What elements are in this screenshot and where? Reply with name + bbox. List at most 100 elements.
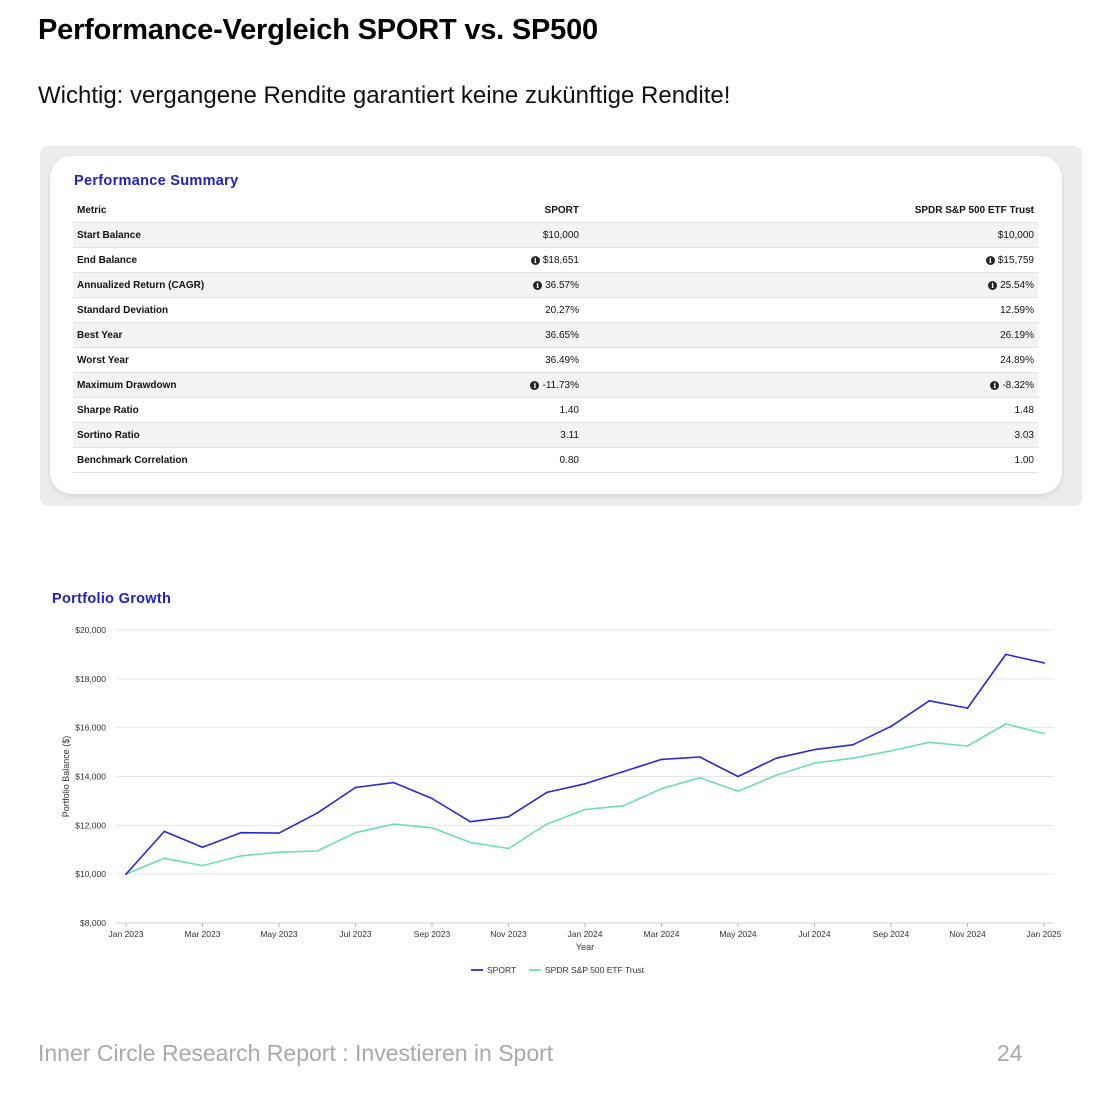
info-circle-icon[interactable]: i — [530, 380, 540, 390]
legend-label: SPDR S&P 500 ETF Trust — [545, 965, 645, 975]
metric-value: $18,651 — [542, 254, 579, 266]
x-tick-label: Sep 2023 — [414, 929, 451, 939]
metric-value: 3.11 — [560, 429, 579, 441]
metric-label: Sharpe Ratio — [77, 404, 139, 416]
metric-value: 3.03 — [1014, 429, 1034, 441]
metric-value: 1.48 — [1014, 404, 1034, 416]
x-tick-label: Jul 2023 — [339, 929, 371, 939]
spy-value-cell: $10,000 — [583, 222, 1038, 248]
page-subtitle: Wichtig: vergangene Rendite garantiert k… — [38, 82, 731, 109]
info-circle-icon[interactable]: i — [990, 380, 1000, 390]
metric-value: 1.40 — [559, 404, 579, 416]
data-point — [1043, 662, 1045, 664]
metric-value: -11.73% — [542, 379, 579, 391]
data-point — [1004, 653, 1007, 656]
spy-value-cell: 12.59% — [583, 297, 1038, 323]
metric-value: 20.27% — [545, 304, 579, 316]
data-point — [201, 846, 204, 849]
data-point — [622, 770, 625, 773]
metric-value: 12.59% — [1000, 304, 1034, 316]
data-point — [775, 774, 778, 777]
x-tick-label: Mar 2024 — [644, 929, 680, 939]
table-row: Worst Year 36.49% 24.89% — [73, 347, 1038, 373]
data-point — [239, 854, 242, 857]
data-point — [851, 757, 854, 760]
data-point — [660, 758, 663, 761]
spy-value-cell: 24.89% — [583, 347, 1038, 373]
spy-value-cell: 1.00 — [583, 447, 1038, 473]
legend-label: SPORT — [487, 965, 516, 975]
y-tick-label: $8,000 — [80, 918, 106, 928]
sport-value-cell: 36.65% — [381, 322, 583, 348]
info-circle-icon[interactable]: i — [530, 255, 540, 265]
data-point — [890, 749, 892, 752]
spy-value-cell: i 25.54% — [583, 272, 1038, 298]
data-point — [354, 831, 357, 834]
x-tick-label: Mar 2023 — [185, 929, 221, 939]
data-point — [469, 820, 472, 823]
data-point — [851, 743, 854, 746]
metric-value: 26.19% — [1000, 329, 1034, 341]
metric-value: $10,000 — [542, 229, 579, 241]
metric-value: 36.57% — [545, 279, 579, 291]
data-point — [698, 756, 701, 758]
metric-cell: End Balance — [73, 247, 381, 273]
data-point — [890, 725, 892, 728]
metric-value: 0.80 — [559, 454, 579, 466]
data-point — [278, 832, 280, 835]
sport-value-cell: 1.40 — [381, 397, 583, 423]
info-circle-icon[interactable]: i — [985, 255, 995, 265]
data-point — [125, 873, 127, 876]
table-row: Sortino Ratio 3.11 3.03 — [73, 422, 1038, 448]
sport-value-cell: i 36.57% — [381, 272, 583, 298]
metric-cell: Benchmark Correlation — [73, 447, 381, 473]
performance-summary-title: Performance Summary — [74, 173, 239, 189]
data-point — [584, 782, 586, 785]
metric-value: 24.89% — [1000, 354, 1034, 366]
metric-value: 1.00 — [1014, 454, 1034, 466]
table-row: End Balance i $18,651 i $15,759 — [73, 247, 1038, 273]
column-header-spy: SPDR S&P 500 ETF Trust — [583, 198, 1038, 223]
spy-value-cell: 26.19% — [583, 322, 1038, 348]
metric-label: Benchmark Correlation — [77, 454, 188, 466]
x-axis-title: Year — [576, 942, 594, 952]
table-row: Maximum Drawdown i -11.73% i -8.32% — [73, 372, 1038, 398]
data-point — [966, 745, 969, 747]
x-tick-label: Jul 2024 — [798, 929, 830, 939]
data-point — [201, 864, 204, 867]
metric-cell: Best Year — [73, 322, 381, 348]
metric-cell: Worst Year — [73, 347, 381, 373]
x-tick-label: Jan 2025 — [1027, 929, 1062, 939]
metric-label: Worst Year — [77, 354, 129, 366]
performance-summary-table: Metric SPORT SPDR S&P 500 ETF Trust Star… — [73, 198, 1038, 473]
data-point — [584, 808, 586, 811]
data-point — [239, 831, 242, 834]
data-point — [431, 826, 433, 829]
y-tick-label: $16,000 — [75, 723, 106, 733]
metric-cell: Annualized Return (CAGR) — [73, 272, 381, 298]
data-point — [1004, 723, 1007, 725]
info-circle-icon[interactable]: i — [988, 280, 998, 290]
y-tick-label: $12,000 — [75, 820, 106, 830]
column-header-metric: Metric — [73, 198, 381, 223]
data-point — [316, 812, 319, 815]
table-row: Annualized Return (CAGR) i 36.57% i 25.54% — [73, 272, 1038, 298]
table-row: Sharpe Ratio 1.40 1.48 — [73, 397, 1038, 423]
x-tick-label: May 2024 — [719, 929, 757, 939]
data-point — [163, 857, 166, 860]
sport-value-cell: 20.27% — [381, 297, 583, 323]
metric-cell: Maximum Drawdown — [73, 372, 381, 398]
y-tick-label: $20,000 — [75, 625, 106, 635]
info-circle-icon[interactable]: i — [533, 280, 543, 290]
column-header-sport: SPORT — [381, 198, 583, 223]
table-row: Start Balance $10,000 $10,000 — [73, 222, 1038, 248]
metric-cell: Start Balance — [73, 222, 381, 248]
data-point — [928, 741, 931, 744]
metric-label: End Balance — [77, 254, 138, 266]
sport-value-cell: $10,000 — [381, 222, 583, 248]
metric-value: $10,000 — [997, 229, 1034, 241]
metric-label: Annualized Return (CAGR) — [77, 279, 205, 291]
spy-value-cell: 1.48 — [583, 397, 1038, 423]
data-point — [622, 804, 625, 807]
table-header-row: Metric SPORT SPDR S&P 500 ETF Trust — [73, 198, 1038, 223]
